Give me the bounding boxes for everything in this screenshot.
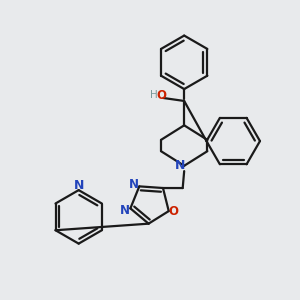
Text: N: N — [175, 159, 185, 172]
Text: N: N — [129, 178, 139, 191]
Text: O: O — [156, 88, 166, 101]
Text: O: O — [169, 205, 179, 218]
Text: N: N — [74, 178, 84, 192]
Text: N: N — [120, 204, 130, 217]
Text: H: H — [150, 90, 158, 100]
